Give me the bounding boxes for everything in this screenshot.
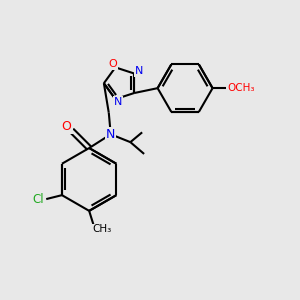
Text: O: O [108,59,117,69]
Text: O: O [61,120,71,133]
Text: OCH₃: OCH₃ [227,83,255,93]
Text: N: N [114,97,122,107]
Text: N: N [106,128,116,141]
Text: N: N [135,67,143,76]
Text: Cl: Cl [33,193,44,206]
Text: CH₃: CH₃ [92,224,112,235]
